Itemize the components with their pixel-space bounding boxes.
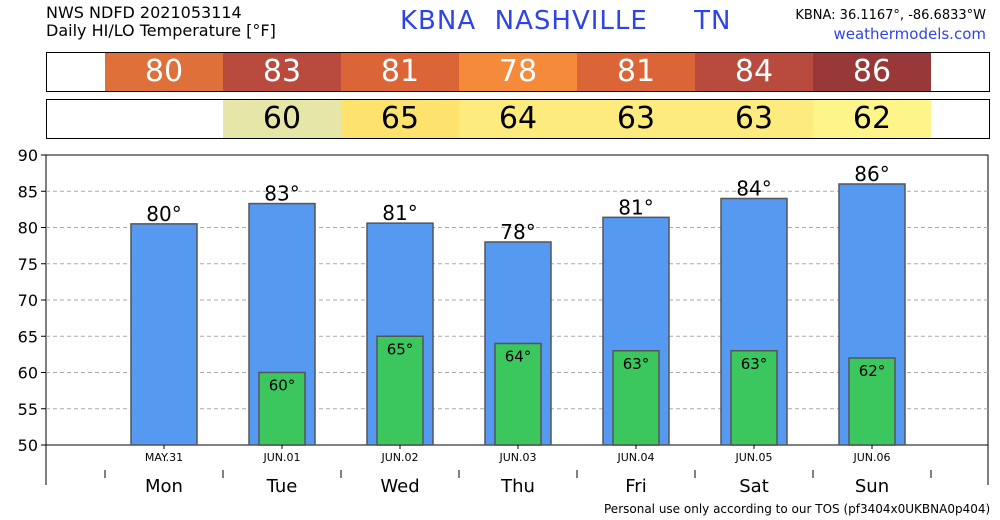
low-temp-label: 64°	[505, 348, 532, 366]
product-label: Daily HI/LO Temperature [°F]	[46, 21, 276, 40]
high-temp-cell-3: 78	[459, 53, 577, 91]
station-title: KBNA NASHVILLE TN	[400, 6, 732, 36]
day-label: Tue	[266, 476, 298, 497]
date-label: JUN.02	[380, 451, 418, 464]
date-label: JUN.05	[734, 451, 772, 464]
day-label: Mon	[145, 476, 183, 497]
low-temp-bar	[730, 350, 778, 446]
day-label: Thu	[500, 476, 535, 497]
y-tick-label: 80	[18, 219, 38, 238]
date-label: MAY.31	[145, 451, 183, 464]
day-label: Sun	[855, 476, 889, 497]
date-label: JUN.01	[262, 451, 300, 464]
model-run-label: NWS NDFD 2021053114	[46, 3, 242, 22]
low-temp-cell-1: 60	[223, 100, 341, 138]
chart-header-left: NWS NDFD 2021053114 Daily HI/LO Temperat…	[46, 4, 276, 40]
chart-header-right: KBNA: 36.1167°, -86.6833°W weathermodels…	[795, 6, 986, 44]
high-temp-bar	[130, 223, 198, 446]
high-temp-label: 81°	[382, 201, 417, 225]
low-temp-label: 62°	[859, 362, 886, 380]
y-tick-label: 85	[18, 182, 38, 201]
low-temp-cell-0	[105, 100, 223, 138]
high-temp-label: 78°	[500, 220, 535, 244]
high-temp-cell-2: 81	[341, 53, 459, 91]
station-coordinates: KBNA: 36.1167°, -86.6833°W	[795, 8, 986, 23]
high-temp-label: 84°	[736, 177, 771, 201]
y-tick-label: 65	[18, 327, 38, 346]
low-temp-label: 60°	[269, 377, 296, 395]
day-label: Sat	[739, 476, 769, 497]
low-temp-bar	[612, 350, 660, 446]
low-temp-row: 60 65 64 63 63 62	[46, 99, 990, 139]
low-temp-bar	[376, 335, 424, 446]
high-temp-label: 81°	[618, 195, 653, 219]
y-tick-label: 55	[18, 400, 38, 419]
date-label: JUN.06	[852, 451, 890, 464]
date-label: JUN.03	[498, 451, 536, 464]
low-temp-label: 63°	[741, 355, 768, 373]
high-temp-cell-5: 84	[695, 53, 813, 91]
y-tick-label: 50	[18, 436, 38, 455]
low-temp-cell-3: 64	[459, 100, 577, 138]
low-temp-label: 65°	[387, 340, 414, 358]
y-tick-label: 70	[18, 291, 38, 310]
high-temp-cell-1: 83	[223, 53, 341, 91]
high-temp-label: 83°	[264, 182, 299, 206]
high-temp-label: 86°	[854, 162, 889, 186]
y-tick-label: 90	[18, 146, 38, 165]
low-temp-cell-6: 62	[813, 100, 931, 138]
terms-footer: Personal use only according to our TOS (…	[604, 502, 991, 516]
high-temp-cell-0: 80	[105, 53, 223, 91]
low-temp-label: 63°	[623, 355, 650, 373]
low-temp-bar	[258, 371, 306, 446]
low-temp-cell-2: 65	[341, 100, 459, 138]
high-temp-cell-6: 86	[813, 53, 931, 91]
low-temp-cell-5: 63	[695, 100, 813, 138]
high-temp-label: 80°	[146, 202, 181, 226]
high-temp-row: 80 83 81 78 81 84 86	[46, 52, 990, 92]
low-temp-bar	[848, 357, 896, 446]
day-label: Wed	[380, 476, 419, 497]
y-tick-label: 60	[18, 364, 38, 383]
y-tick-label: 75	[18, 255, 38, 274]
low-temp-cell-4: 63	[577, 100, 695, 138]
date-label: JUN.04	[616, 451, 654, 464]
high-temp-cell-4: 81	[577, 53, 695, 91]
site-link[interactable]: weathermodels.com	[833, 25, 986, 43]
day-label: Fri	[625, 476, 646, 497]
